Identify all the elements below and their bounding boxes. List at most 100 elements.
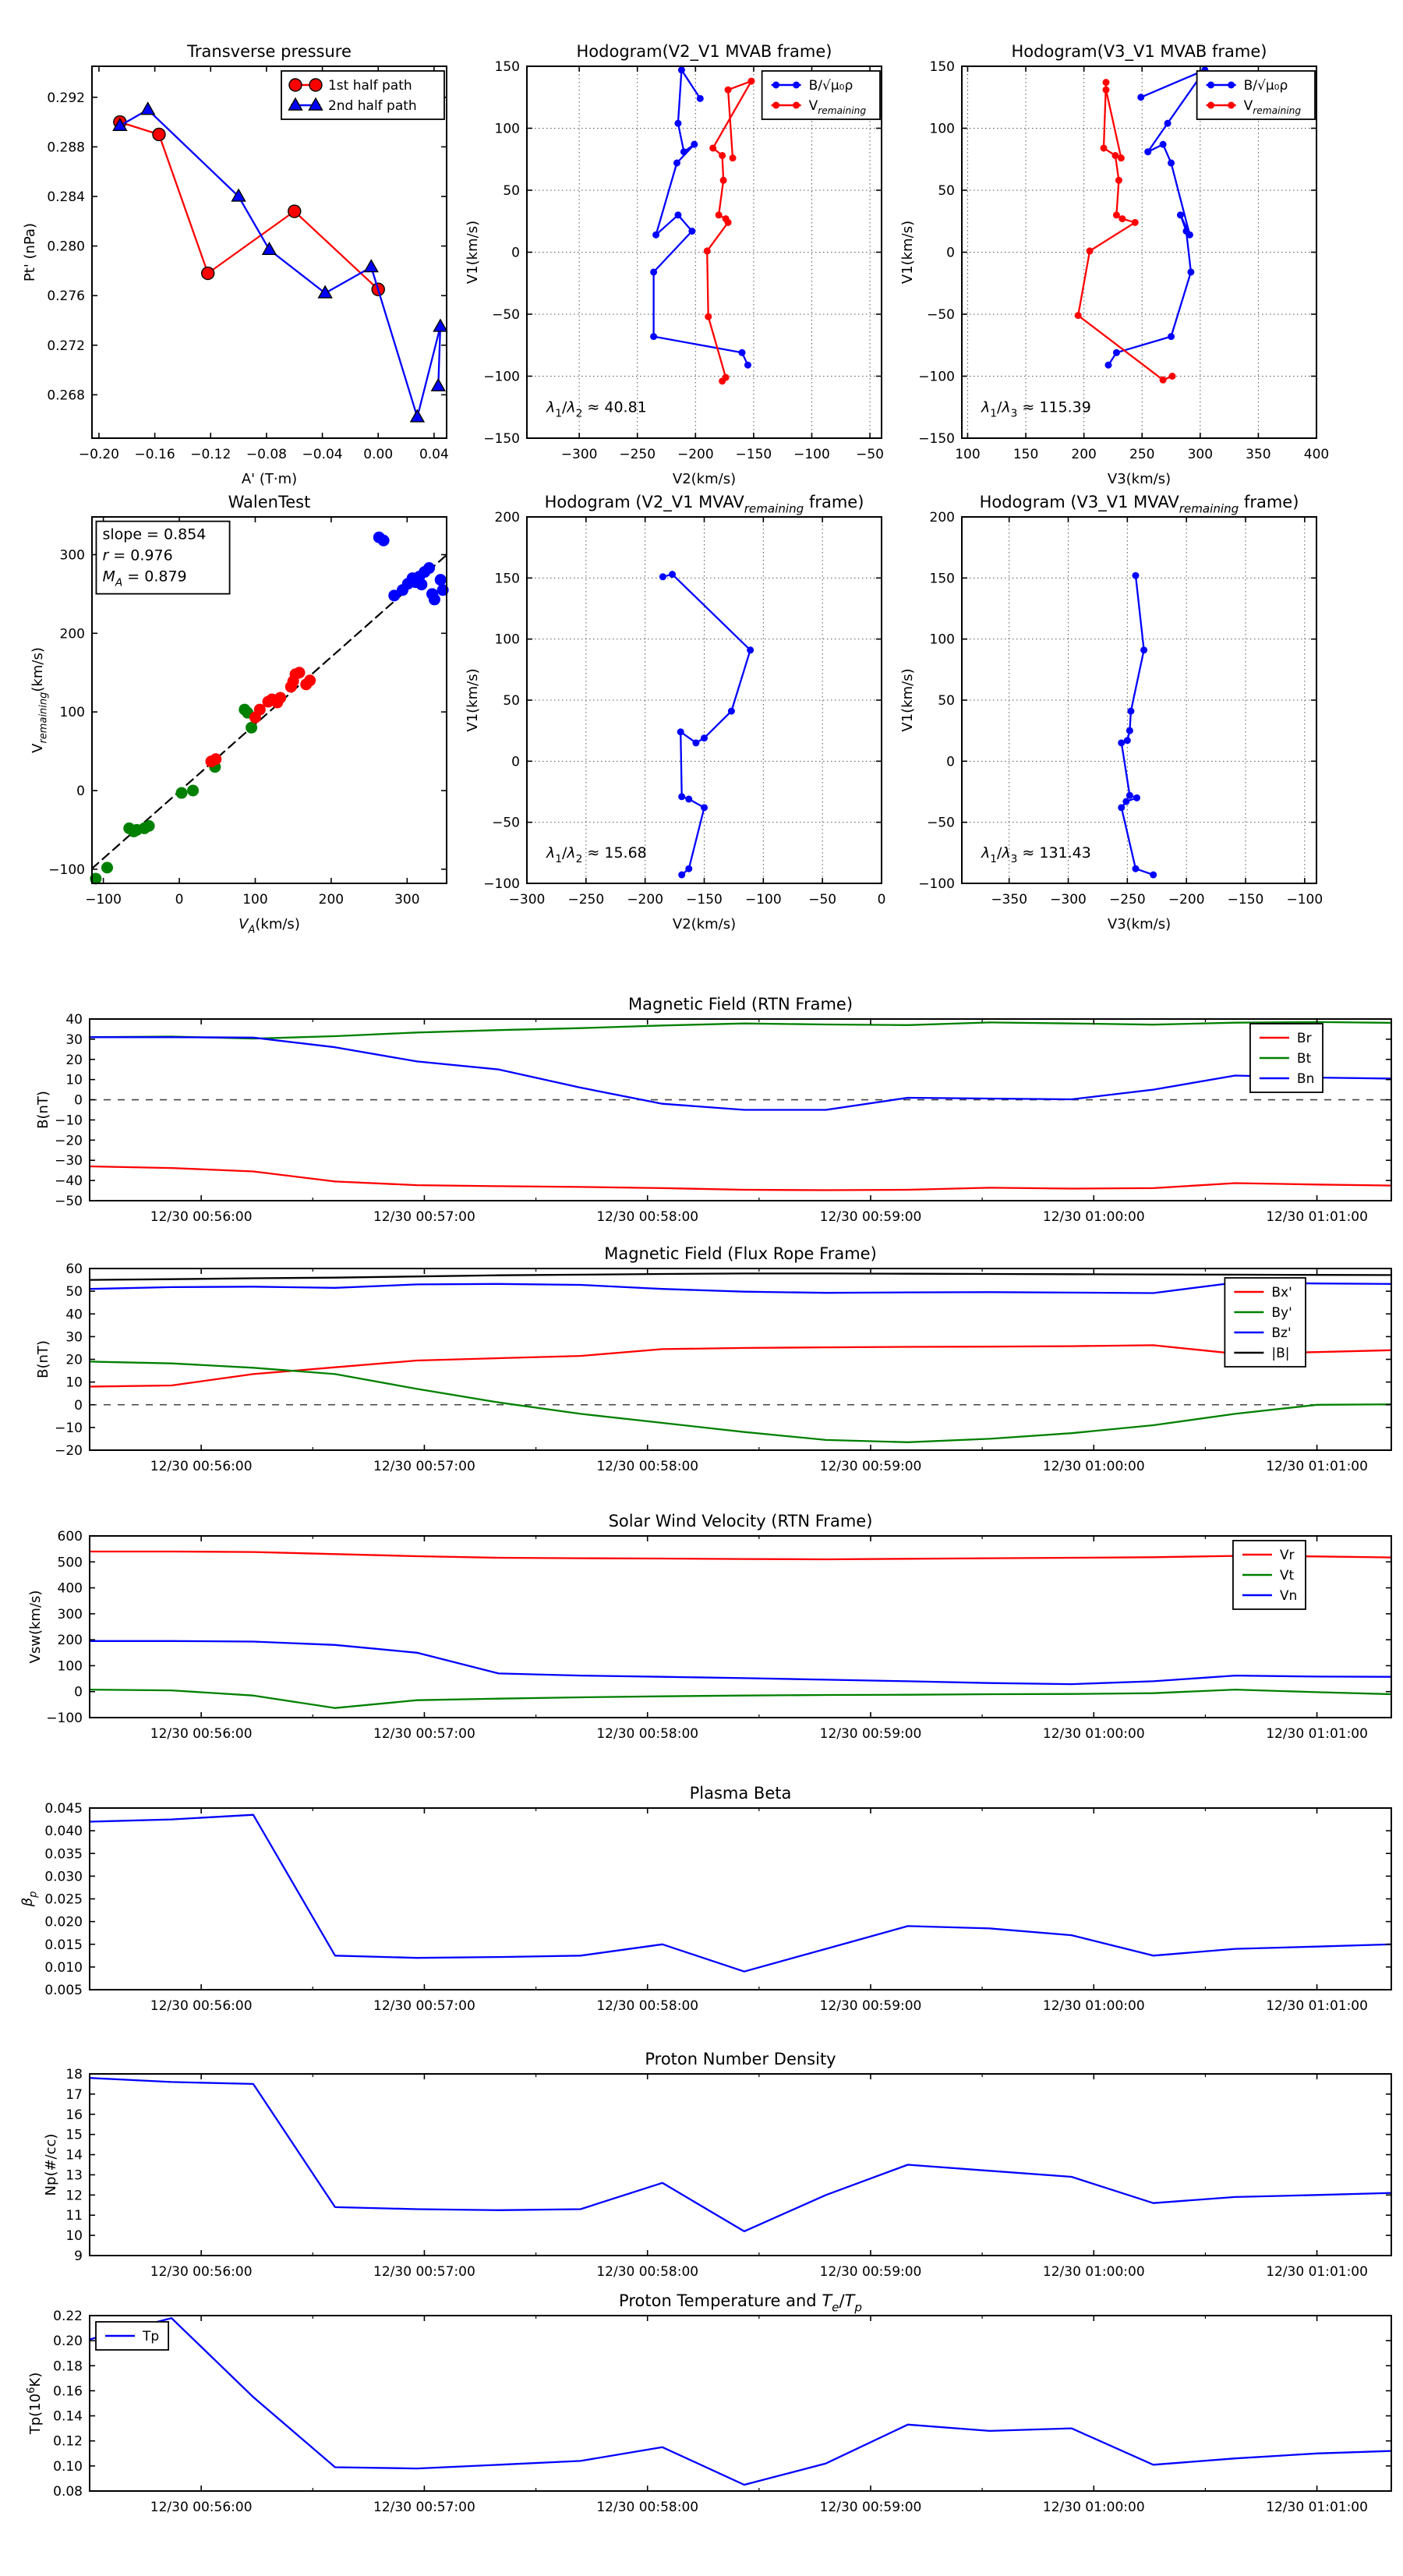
svg-text:−100: −100 [793, 447, 830, 462]
title: Hodogram (V2_V1 MVAVremaining frame) [545, 493, 864, 515]
svg-text:B/√μ₀ρ: B/√μ₀ρ [809, 78, 853, 94]
svg-text:12/30 00:59:00: 12/30 00:59:00 [820, 2264, 922, 2280]
svg-text:12/30 00:56:00: 12/30 00:56:00 [150, 1998, 253, 2014]
svg-text:50: 50 [503, 693, 520, 709]
svg-text:0.025: 0.025 [44, 1892, 83, 1908]
title: Magnetic Field (Flux Rope Frame) [604, 1244, 877, 1263]
svg-text:200: 200 [930, 510, 955, 525]
svg-text:12/30 01:01:00: 12/30 01:01:00 [1266, 1459, 1368, 1474]
legend: B/√μ₀ρ Vremaining [761, 70, 881, 120]
svg-text:10: 10 [65, 1073, 83, 1088]
svg-text:200: 200 [1071, 447, 1096, 462]
svg-text:0.00: 0.00 [363, 447, 393, 462]
legend-item-vn: Vn [1242, 1588, 1297, 1604]
svg-text:100: 100 [495, 122, 520, 137]
panel-hodogram-v3v1-mvab: 100 150 200 250 300 350 400 −150 −100 −50 0 50 100 15… [899, 42, 1329, 487]
axes-box [89, 2073, 1392, 2256]
svg-text:0: 0 [511, 754, 520, 770]
svg-text:Vremaining: Vremaining [809, 98, 867, 116]
svg-text:−10: −10 [55, 1113, 83, 1128]
legend-item-bx: Bx' [1234, 1285, 1292, 1300]
svg-text:−150: −150 [1228, 892, 1264, 908]
panel-tp: 12/30 00:56:00 12/30 00:57:00 12/30 00:58:… [26, 2291, 1393, 2515]
legend-item-bn: Bn [1259, 1071, 1314, 1087]
svg-text:0.10: 0.10 [53, 2459, 83, 2475]
legend-item-2nd-half-path: 2nd half path [288, 97, 417, 114]
title: Proton Temperature and Te/Tp [619, 2291, 862, 2314]
svg-text:−0.16: −0.16 [135, 447, 175, 462]
svg-text:100: 100 [955, 447, 980, 462]
x-axis-label: A' (T·m) [242, 471, 297, 487]
ticks: 12/30 00:56:00 12/30 00:57:00 12/30 00:58:… [65, 2067, 1391, 2280]
svg-text:12/30 00:58:00: 12/30 00:58:00 [596, 2264, 698, 2280]
legend: Br Bt Bn [1249, 1023, 1323, 1093]
y-axis-label: Pt' (nPa) [22, 223, 38, 281]
grid [962, 516, 1316, 884]
title: Transverse pressure [186, 42, 352, 61]
svg-text:0.268: 0.268 [47, 387, 85, 403]
svg-text:50: 50 [65, 1284, 83, 1300]
svg-text:100: 100 [242, 892, 267, 908]
svg-text:50: 50 [503, 183, 520, 199]
series-b [88, 1272, 1393, 1281]
svg-text:0.288: 0.288 [47, 140, 85, 155]
svg-text:40: 40 [65, 1012, 83, 1028]
ticks: −0.20 −0.16 −0.12 −0.08 −0.04 0.00 0.04 0.268 0.… [47, 66, 449, 462]
svg-text:−150: −150 [483, 431, 520, 447]
svg-text:−10: −10 [55, 1421, 83, 1436]
svg-text:14: 14 [65, 2148, 83, 2164]
series-green-points [90, 703, 258, 885]
svg-text:200: 200 [319, 892, 344, 908]
title: Solar Wind Velocity (RTN Frame) [609, 1512, 873, 1530]
svg-text:50: 50 [938, 693, 955, 709]
svg-text:−100: −100 [1286, 892, 1323, 908]
svg-text:−30: −30 [55, 1153, 83, 1169]
svg-text:0.12: 0.12 [53, 2434, 83, 2450]
y-axis-label: B(nT) [35, 1091, 51, 1129]
svg-text:15: 15 [65, 2128, 83, 2143]
svg-text:−50: −50 [927, 816, 955, 831]
svg-text:0.020: 0.020 [44, 1915, 83, 1930]
svg-text:0.280: 0.280 [47, 239, 85, 255]
svg-text:−150: −150 [918, 431, 955, 447]
stats-box: slope = 0.854 r = 0.976 MA = 0.879 [95, 520, 231, 595]
svg-text:12: 12 [65, 2188, 83, 2203]
legend-item-by: By' [1234, 1305, 1292, 1321]
svg-text:0.22: 0.22 [53, 2309, 83, 2324]
panel-vsw: 12/30 00:56:00 12/30 00:57:00 12/30 00:58:… [27, 1512, 1393, 1742]
svg-text:9: 9 [74, 2249, 83, 2264]
panel-hodogram-v2v1-mvav: −300 −250 −200 −150 −100 −50 0 −100 −50 0 50 100 150… [465, 493, 885, 932]
axes-box [89, 1268, 1392, 1451]
series-bn [88, 1036, 1393, 1111]
y-axis-label: B(nT) [35, 1340, 51, 1378]
svg-text:18: 18 [65, 2067, 83, 2082]
svg-text:−100: −100 [918, 370, 955, 385]
svg-text:12/30 01:00:00: 12/30 01:00:00 [1043, 1998, 1145, 2014]
svg-text:0.005: 0.005 [44, 1983, 83, 1998]
svg-text:−50: −50 [492, 816, 520, 831]
svg-text:12/30 00:57:00: 12/30 00:57:00 [373, 2500, 475, 2515]
svg-text:12/30 00:56:00: 12/30 00:56:00 [150, 1459, 253, 1474]
series-vn [88, 1640, 1393, 1686]
series-v-hodogram [659, 571, 755, 879]
svg-text:−50: −50 [856, 447, 884, 462]
ticks: 12/30 00:56:00 12/30 00:57:00 12/30 00:58:… [55, 1261, 1391, 1474]
svg-text:20: 20 [65, 1053, 83, 1068]
annotation: λ1/λ2 ≈ 40.81 [546, 399, 647, 420]
svg-text:slope = 0.854: slope = 0.854 [102, 526, 206, 543]
ticks: 100 150 200 250 300 350 400 −150 −100 −50 0 50 100 15… [918, 59, 1329, 462]
svg-text:10: 10 [65, 1375, 83, 1391]
svg-text:1st half path: 1st half path [328, 78, 412, 94]
svg-text:Vr: Vr [1280, 1548, 1295, 1563]
svg-text:−50: −50 [927, 307, 955, 323]
svg-text:12/30 00:58:00: 12/30 00:58:00 [596, 1209, 698, 1225]
svg-text:200: 200 [495, 510, 520, 525]
annotation: λ1/λ2 ≈ 15.68 [546, 844, 647, 865]
title: WalenTest [228, 493, 311, 511]
svg-text:30: 30 [65, 1032, 83, 1048]
svg-text:12/30 00:57:00: 12/30 00:57:00 [373, 1726, 475, 1742]
svg-text:10: 10 [65, 2228, 83, 2244]
svg-text:17: 17 [65, 2087, 83, 2103]
svg-text:−300: −300 [1050, 892, 1087, 908]
